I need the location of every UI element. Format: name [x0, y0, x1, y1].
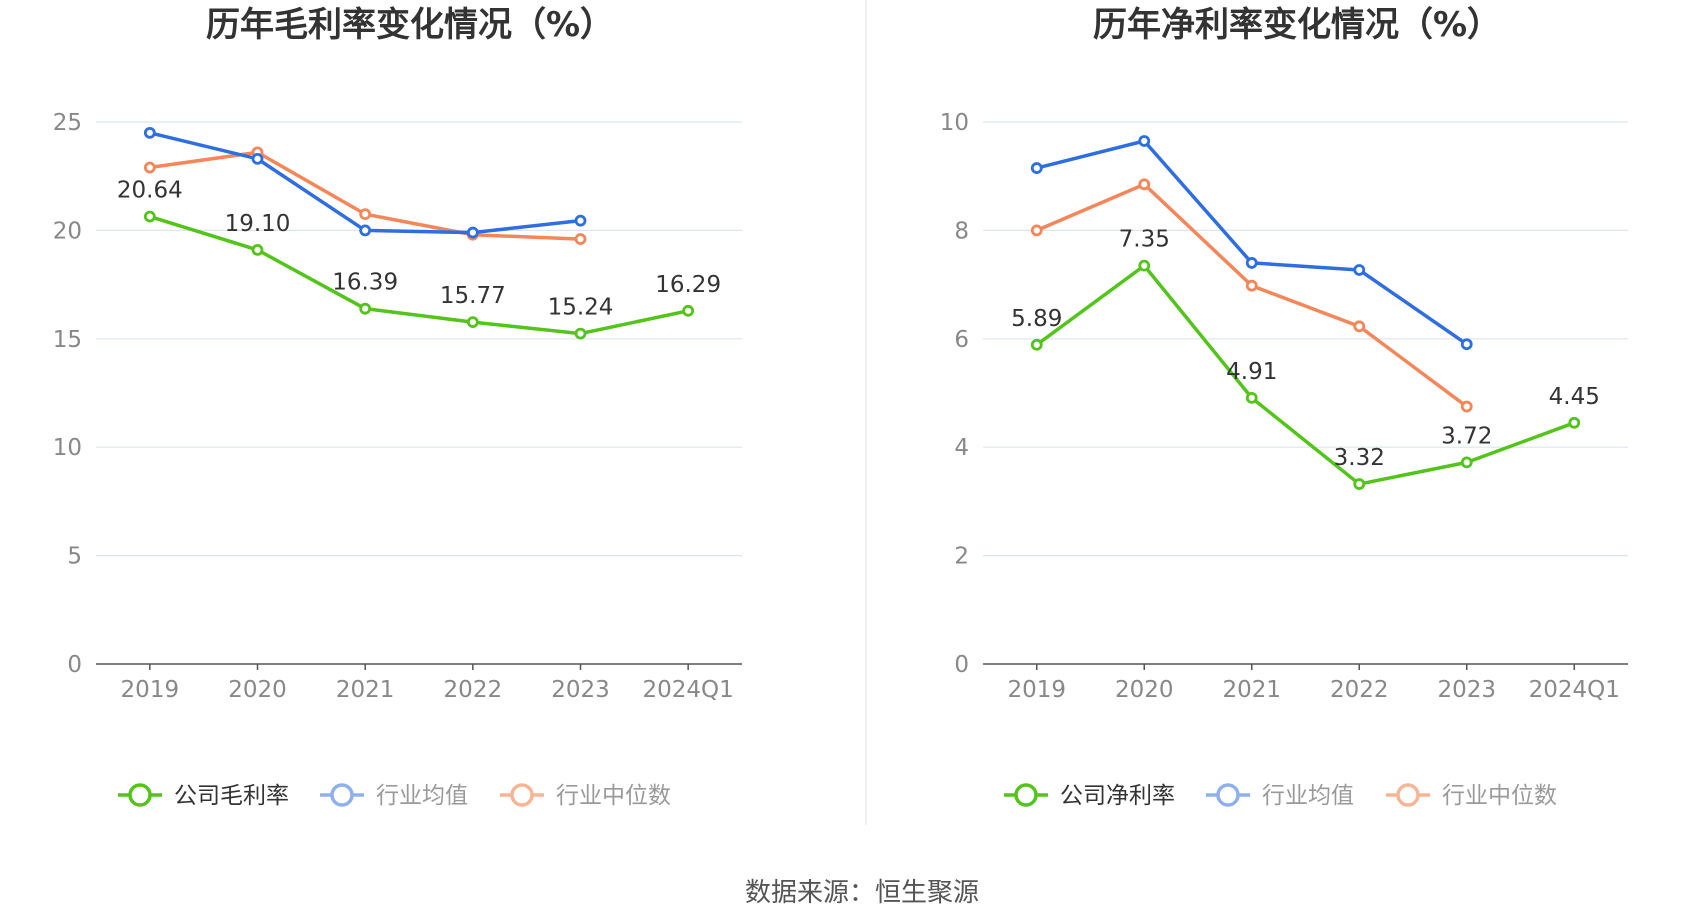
legend-item-avg[interactable]: 行业均值 [1206, 783, 1354, 809]
data-point-avg[interactable] [1353, 264, 1366, 276]
data-label: 5.89 [1011, 306, 1062, 332]
y-tick-label: 10 [940, 110, 969, 136]
y-tick-label: 0 [67, 652, 82, 678]
data-point-company[interactable] [1245, 391, 1258, 404]
data-point-median[interactable] [574, 233, 587, 245]
y-tick-label: 5 [67, 544, 82, 570]
data-point-company[interactable] [466, 316, 479, 329]
gross-margin-chart: 历年毛利率变化情况（%） 0 5 10 15 20 25 2019 2020 2021 2022 2… [53, 5, 742, 809]
data-label: 3.72 [1441, 423, 1492, 449]
legend-swatch-marker [128, 783, 152, 807]
legend-item-avg[interactable]: 行业均值 [320, 783, 468, 809]
data-point-avg[interactable] [1030, 162, 1043, 174]
data-point-company[interactable] [574, 327, 587, 340]
legend-label: 行业中位数 [556, 783, 671, 809]
data-label: 15.77 [440, 283, 506, 309]
legend-swatch-marker [510, 783, 534, 807]
data-label: 16.39 [332, 270, 398, 296]
data-point-company[interactable] [251, 244, 264, 256]
data-label: 16.29 [655, 272, 721, 298]
data-point-avg[interactable] [1245, 257, 1258, 269]
data-point-avg[interactable] [466, 226, 479, 239]
x-tick-label: 2019 [121, 677, 180, 703]
data-point-company[interactable] [143, 210, 156, 223]
x-tick-label: 2019 [1007, 677, 1066, 703]
data-label: 7.35 [1119, 227, 1170, 253]
x-tick-label: 2024Q1 [1529, 677, 1620, 703]
data-point-company[interactable] [1568, 416, 1581, 429]
data-label: 4.91 [1226, 359, 1277, 385]
x-tick-label: 2020 [1115, 677, 1174, 703]
y-tick-label: 2 [954, 544, 969, 570]
x-tick-label: 2023 [1437, 677, 1496, 703]
y-tick-label: 8 [954, 218, 969, 244]
x-tick-label: 2020 [228, 677, 287, 703]
legend-item-median[interactable]: 行业中位数 [1386, 783, 1557, 809]
legend-swatch-marker [330, 783, 354, 807]
data-label: 4.45 [1549, 384, 1600, 410]
data-point-avg[interactable] [1460, 338, 1473, 351]
data-point-median[interactable] [1353, 320, 1366, 333]
data-point-median[interactable] [143, 161, 156, 174]
data-point-company[interactable] [682, 304, 695, 317]
series-line-avg [1036, 139, 1468, 346]
data-point-avg[interactable] [1138, 135, 1151, 147]
legend-label: 行业均值 [1262, 783, 1354, 809]
data-point-median[interactable] [1030, 224, 1043, 237]
legend-label: 行业均值 [376, 783, 468, 809]
data-label: 20.64 [117, 178, 183, 204]
legend-item-median[interactable]: 行业中位数 [500, 783, 671, 809]
data-point-avg[interactable] [143, 126, 156, 139]
legend-item-company[interactable]: 公司毛利率 [118, 783, 289, 809]
y-tick-label: 20 [53, 218, 82, 244]
data-point-company[interactable] [1138, 259, 1151, 272]
net-margin-chart: 历年净利率变化情况（%） 0 2 4 6 8 10 2019 2020 2021 2022 2023… [940, 5, 1628, 809]
y-tick-label: 6 [954, 327, 969, 353]
legend-item-company[interactable]: 公司净利率 [1004, 783, 1175, 809]
chart-title: 历年毛利率变化情况（%） [206, 5, 614, 45]
data-point-avg[interactable] [574, 214, 587, 227]
data-point-median[interactable] [1138, 178, 1151, 191]
data-source: 数据来源：恒生聚源 [745, 878, 979, 908]
legend-swatch-marker [1014, 783, 1038, 807]
y-tick-label: 10 [53, 435, 82, 461]
x-tick-label: 2023 [551, 677, 610, 703]
y-tick-label: 0 [954, 652, 969, 678]
x-tick-label: 2022 [444, 677, 503, 703]
series-line-company [1035, 263, 1575, 486]
data-point-company[interactable] [1460, 456, 1473, 469]
legend-label: 行业中位数 [1442, 783, 1557, 809]
x-tick-label: 2022 [1330, 677, 1389, 703]
data-point-avg[interactable] [251, 152, 264, 165]
data-point-median[interactable] [1460, 400, 1473, 413]
x-tick-label: 2021 [336, 677, 395, 703]
legend-swatch-marker [1396, 783, 1420, 807]
data-point-company[interactable] [359, 302, 372, 315]
y-tick-label: 4 [954, 435, 969, 461]
series-line-company [149, 214, 689, 336]
y-tick-label: 15 [53, 327, 82, 353]
legend-label: 公司净利率 [1060, 783, 1175, 809]
x-tick-label: 2024Q1 [643, 677, 734, 703]
data-point-median[interactable] [359, 208, 372, 221]
data-label: 19.10 [225, 211, 291, 237]
x-tick-label: 2021 [1222, 677, 1281, 703]
data-label: 15.24 [548, 295, 614, 321]
data-point-company[interactable] [1353, 478, 1366, 490]
chart-title: 历年净利率变化情况（%） [1093, 5, 1501, 45]
data-point-median[interactable] [1245, 279, 1258, 292]
y-tick-label: 25 [53, 110, 82, 136]
legend-swatch-marker [1216, 783, 1240, 807]
data-label: 3.32 [1334, 445, 1385, 471]
legend-label: 公司毛利率 [174, 783, 289, 809]
data-point-company[interactable] [1030, 338, 1043, 351]
data-point-avg[interactable] [359, 224, 372, 237]
